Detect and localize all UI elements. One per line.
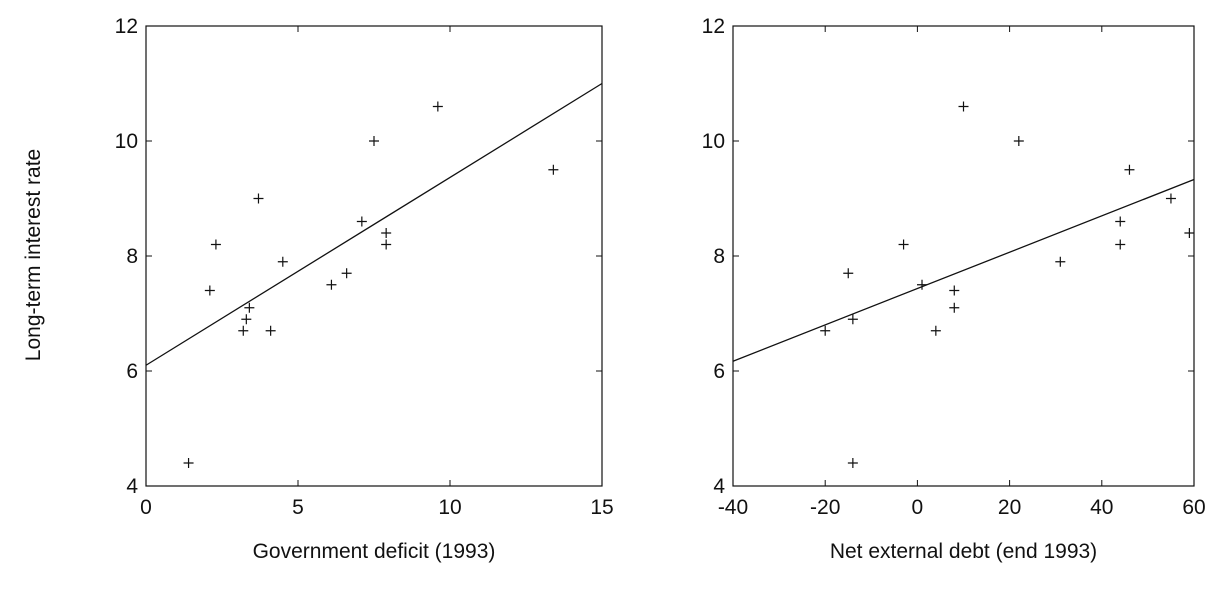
plot1-x-tick-label: 15 xyxy=(590,496,613,519)
plot1-data-point xyxy=(369,136,379,146)
plot2-x-axis-label: Net external debt (end 1993) xyxy=(830,540,1097,563)
plot1-data-point xyxy=(432,101,443,112)
plot1-regression-line xyxy=(145,82,603,366)
plot2-y-tick-label: 8 xyxy=(713,245,725,268)
plot2-data-point xyxy=(949,285,960,296)
plot2-x-tick-label: 60 xyxy=(1182,496,1205,519)
plot2-data-point xyxy=(917,279,928,290)
plot1-y-tick-label: 10 xyxy=(115,130,138,153)
plot1-data-point xyxy=(253,193,264,204)
plot1-data-point xyxy=(210,239,221,250)
plot2-x-tick-label: 20 xyxy=(998,496,1021,519)
plot1-data-point xyxy=(381,239,392,250)
plot2-data-point xyxy=(847,314,858,325)
plot1-x-tick-label: 10 xyxy=(438,496,461,519)
plot2-data-point xyxy=(1055,256,1066,267)
plot1-data-point xyxy=(341,268,352,279)
plot2-data-point xyxy=(1124,164,1135,175)
plot1-data-point xyxy=(356,216,367,227)
plot1-data-point xyxy=(277,256,288,267)
plot1-data-point xyxy=(244,302,255,313)
plot1-y-tick-label: 8 xyxy=(126,245,138,268)
plot2-y-tick-label: 6 xyxy=(713,360,725,383)
plot1-data-point xyxy=(241,314,252,325)
plot2-data-point xyxy=(1115,239,1126,250)
plot1-y-tick-label: 4 xyxy=(126,475,138,498)
plot2-data-point xyxy=(1115,216,1126,227)
plot1-data-point xyxy=(238,325,249,336)
plot2-data-point xyxy=(930,325,941,336)
plot1-data-point xyxy=(326,279,337,290)
plot1-y-tick-label: 6 xyxy=(126,360,138,383)
plot2-data-point xyxy=(1184,228,1195,238)
plot2-data-point xyxy=(847,458,858,468)
plot2-data-point xyxy=(898,239,909,250)
plot2-data-point xyxy=(1165,193,1176,204)
plot2-data-point xyxy=(958,101,969,112)
plot2-data-point xyxy=(1013,136,1024,146)
plot2-data-point xyxy=(949,302,960,313)
plot2-x-tick-label: -40 xyxy=(718,496,748,519)
plot1-data-point xyxy=(183,458,194,468)
plot2-y-tick-label: 10 xyxy=(702,130,725,153)
plot1-data-point xyxy=(204,285,215,296)
plot2-x-tick-label: -20 xyxy=(810,496,840,519)
plot2-data-point xyxy=(820,325,831,336)
plot1-x-tick-label: 0 xyxy=(140,496,152,519)
plot2-frame xyxy=(732,25,1195,487)
plot2-x-tick-label: 0 xyxy=(912,496,924,519)
plot2-y-tick-label: 4 xyxy=(713,475,725,498)
plot1-frame xyxy=(145,25,603,487)
plot1-x-axis-label: Government deficit (1993) xyxy=(253,540,496,563)
y-axis-label: Long-term interest rate xyxy=(22,149,45,361)
plot2-y-tick-label: 12 xyxy=(702,15,725,38)
plot1-data-point xyxy=(265,325,276,336)
plot2-x-tick-label: 40 xyxy=(1090,496,1113,519)
plot1-data-point xyxy=(381,228,392,238)
plot2-regression-line xyxy=(732,178,1195,362)
plot1-x-tick-label: 5 xyxy=(292,496,304,519)
plot1-y-tick-label: 12 xyxy=(115,15,138,38)
plot1-data-point xyxy=(548,164,559,175)
plot2-data-point xyxy=(843,268,854,279)
